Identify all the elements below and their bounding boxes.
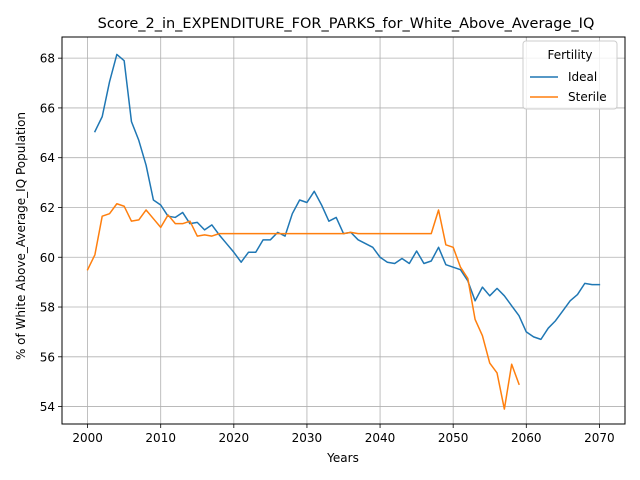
legend: Fertility Ideal Sterile (523, 41, 617, 109)
legend-label-sterile: Sterile (568, 90, 607, 104)
y-tick-label: 64 (40, 151, 55, 165)
x-tick-label: 2060 (511, 431, 542, 445)
x-tick-label: 2040 (365, 431, 396, 445)
x-tick-label: 2010 (145, 431, 176, 445)
x-tick-label: 2000 (72, 431, 103, 445)
x-tick-label: 2030 (292, 431, 323, 445)
y-axis-label: % of White Above_Average_IQ Population (14, 112, 28, 360)
legend-label-ideal: Ideal (568, 70, 597, 84)
x-axis-label: Years (326, 451, 359, 465)
x-tick-label: 2070 (584, 431, 615, 445)
x-tick-label: 2020 (219, 431, 250, 445)
y-tick-label: 56 (40, 350, 55, 364)
legend-title: Fertility (547, 48, 592, 62)
y-tick-label: 58 (40, 301, 55, 315)
y-tick-label: 66 (40, 101, 55, 115)
y-tick-label: 68 (40, 52, 55, 66)
y-tick-label: 60 (40, 251, 55, 265)
x-tick-label: 2050 (438, 431, 469, 445)
chart-title: Score_2_in_EXPENDITURE_FOR_PARKS_for_Whi… (98, 16, 595, 32)
y-tick-label: 62 (40, 201, 55, 215)
y-tick-label: 54 (40, 400, 55, 414)
